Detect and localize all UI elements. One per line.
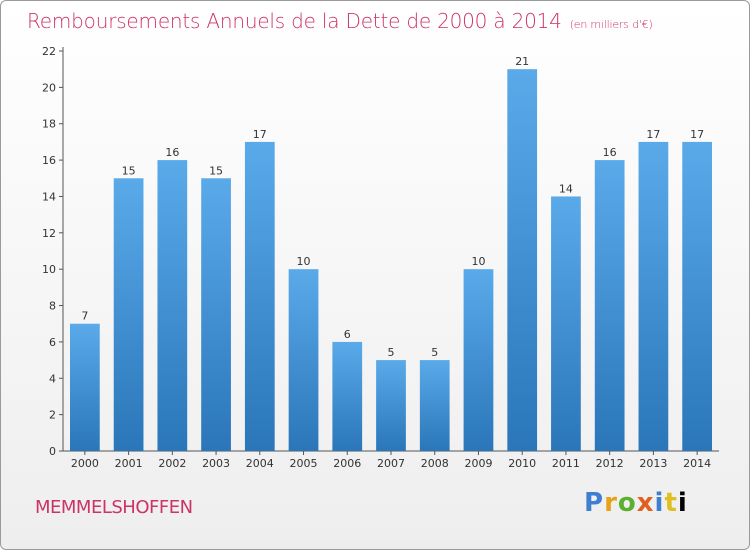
y-tick-label: 4 — [49, 372, 56, 385]
bar — [594, 160, 625, 451]
x-tick-label: 2009 — [464, 457, 492, 470]
bar — [419, 360, 450, 451]
bar — [682, 141, 713, 451]
bar-value-label: 5 — [431, 346, 438, 359]
x-tick-label: 2013 — [639, 457, 667, 470]
y-tick-label: 2 — [49, 409, 56, 422]
x-tick-label: 2006 — [333, 457, 361, 470]
x-tick-label: 2003 — [202, 457, 230, 470]
y-tick-label: 20 — [42, 81, 56, 94]
bar — [157, 160, 188, 451]
chart-unit: (en milliers d'€) — [569, 18, 653, 31]
bar-value-label: 16 — [603, 146, 617, 159]
x-tick-label: 2012 — [596, 457, 624, 470]
bar — [113, 178, 144, 452]
bar — [332, 341, 363, 451]
chart-title-text: Remboursements Annuels de la Dette de 20… — [27, 9, 562, 33]
x-tick-label: 2011 — [552, 457, 580, 470]
y-tick-label: 8 — [49, 300, 56, 313]
bar-value-label: 10 — [297, 255, 311, 268]
bar-value-label: 17 — [646, 128, 660, 141]
y-tick-label: 0 — [49, 445, 56, 458]
y-tick-label: 18 — [42, 118, 56, 131]
y-tick-label: 12 — [42, 227, 56, 240]
bar — [638, 141, 669, 451]
x-tick-label: 2008 — [421, 457, 449, 470]
x-tick-label: 2001 — [115, 457, 143, 470]
y-tick-label: 14 — [42, 190, 56, 203]
bar — [69, 323, 100, 451]
bar — [244, 141, 275, 451]
y-tick-label: 16 — [42, 154, 56, 167]
bar-value-label: 17 — [690, 128, 704, 141]
chart-title: Remboursements Annuels de la Dette de 20… — [27, 9, 653, 33]
bar-value-label: 6 — [344, 328, 351, 341]
y-tick-label: 10 — [42, 263, 56, 276]
bar — [507, 69, 538, 451]
bar-value-label: 15 — [122, 164, 136, 177]
x-tick-label: 2002 — [158, 457, 186, 470]
bar — [463, 269, 494, 451]
bar — [201, 178, 231, 452]
bar-value-label: 10 — [471, 255, 485, 268]
bar — [376, 360, 406, 451]
bar-value-label: 15 — [209, 164, 223, 177]
x-tick-label: 2004 — [246, 457, 274, 470]
y-tick-label: 6 — [49, 336, 56, 349]
x-tick-label: 2000 — [71, 457, 99, 470]
proxiti-logo: Proxiti — [584, 488, 688, 518]
town-name: MEMMELSHOFFEN — [35, 497, 193, 518]
x-tick-label: 2010 — [508, 457, 536, 470]
bar-value-label: 5 — [388, 346, 395, 359]
x-tick-label: 2005 — [290, 457, 318, 470]
bar — [551, 196, 581, 451]
bar-value-label: 16 — [165, 146, 179, 159]
bar-value-label: 17 — [253, 128, 267, 141]
bar-value-label: 7 — [81, 310, 88, 323]
bar-value-label: 14 — [559, 182, 573, 195]
x-tick-label: 2014 — [683, 457, 711, 470]
bar — [288, 269, 319, 451]
bar-value-label: 21 — [515, 55, 529, 68]
x-tick-label: 2007 — [377, 457, 405, 470]
y-tick-label: 22 — [42, 45, 56, 58]
